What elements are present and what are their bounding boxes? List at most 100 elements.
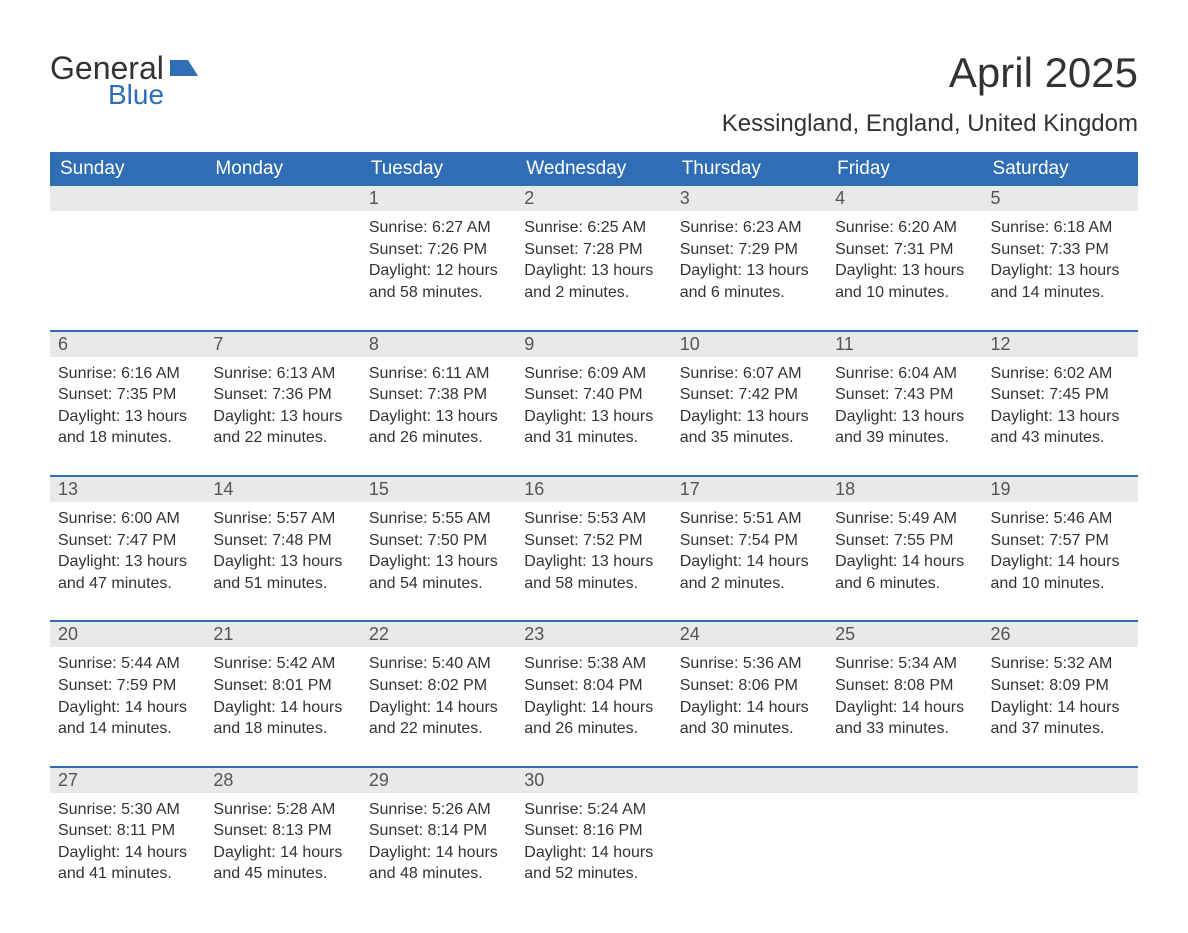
sunset-line: Sunset: 7:29 PM: [680, 239, 819, 261]
sunset-line: Sunset: 7:35 PM: [58, 384, 197, 406]
sunrise-line: Sunrise: 5:30 AM: [58, 799, 197, 821]
month-title: April 2025: [722, 50, 1138, 96]
day-number: 23: [516, 622, 671, 647]
calendar-day: 8Sunrise: 6:11 AMSunset: 7:38 PMDaylight…: [361, 332, 516, 457]
sunset-line: Sunset: 8:13 PM: [213, 820, 352, 842]
day-number: 18: [827, 477, 982, 502]
day-number: 24: [672, 622, 827, 647]
day-number: 16: [516, 477, 671, 502]
calendar-day: [672, 768, 827, 893]
calendar-day: 9Sunrise: 6:09 AMSunset: 7:40 PMDaylight…: [516, 332, 671, 457]
weekday-header: Friday: [827, 152, 982, 186]
sunrise-line: Sunrise: 5:53 AM: [524, 508, 663, 530]
sunrise-line: Sunrise: 5:32 AM: [991, 653, 1130, 675]
day-number: [205, 186, 360, 211]
weekday-header: Sunday: [50, 152, 205, 186]
sunrise-line: Sunrise: 5:34 AM: [835, 653, 974, 675]
day-details: Sunrise: 5:49 AMSunset: 7:55 PMDaylight:…: [827, 502, 982, 602]
day-details: Sunrise: 6:20 AMSunset: 7:31 PMDaylight:…: [827, 211, 982, 311]
calendar-day: 28Sunrise: 5:28 AMSunset: 8:13 PMDayligh…: [205, 768, 360, 893]
day-details: Sunrise: 5:53 AMSunset: 7:52 PMDaylight:…: [516, 502, 671, 602]
weekday-header: Wednesday: [516, 152, 671, 186]
day-number: [50, 186, 205, 211]
calendar-day: 19Sunrise: 5:46 AMSunset: 7:57 PMDayligh…: [983, 477, 1138, 602]
calendar-day: 27Sunrise: 5:30 AMSunset: 8:11 PMDayligh…: [50, 768, 205, 893]
sunset-line: Sunset: 7:54 PM: [680, 530, 819, 552]
daylight-line: Daylight: 13 hours and 2 minutes.: [524, 260, 663, 303]
sunset-line: Sunset: 7:48 PM: [213, 530, 352, 552]
day-number: 17: [672, 477, 827, 502]
day-details: Sunrise: 6:09 AMSunset: 7:40 PMDaylight:…: [516, 357, 671, 457]
sunset-line: Sunset: 7:47 PM: [58, 530, 197, 552]
daylight-line: Daylight: 14 hours and 14 minutes.: [58, 697, 197, 740]
day-details: Sunrise: 6:00 AMSunset: 7:47 PMDaylight:…: [50, 502, 205, 602]
daylight-line: Daylight: 14 hours and 22 minutes.: [369, 697, 508, 740]
calendar-day: 2 Sunrise: 6:25 AMSunset: 7:28 PMDaylight…: [516, 186, 671, 311]
location-subtitle: Kessingland, England, United Kingdom: [722, 110, 1138, 138]
calendar-day: 16Sunrise: 5:53 AMSunset: 7:52 PMDayligh…: [516, 477, 671, 602]
sunrise-line: Sunrise: 6:11 AM: [369, 363, 508, 385]
daylight-line: Daylight: 13 hours and 35 minutes.: [680, 406, 819, 449]
sunset-line: Sunset: 8:16 PM: [524, 820, 663, 842]
sunset-line: Sunset: 7:55 PM: [835, 530, 974, 552]
sunset-line: Sunset: 8:09 PM: [991, 675, 1130, 697]
day-number: 2: [516, 186, 671, 211]
title-block: April 2025 Kessingland, England, United …: [722, 50, 1138, 138]
day-number: 21: [205, 622, 360, 647]
calendar-day: 25Sunrise: 5:34 AMSunset: 8:08 PMDayligh…: [827, 622, 982, 747]
sunrise-line: Sunrise: 5:38 AM: [524, 653, 663, 675]
day-number: 30: [516, 768, 671, 793]
sunrise-line: Sunrise: 6:27 AM: [369, 217, 508, 239]
sunset-line: Sunset: 7:33 PM: [991, 239, 1130, 261]
sunrise-line: Sunrise: 5:46 AM: [991, 508, 1130, 530]
daylight-line: Daylight: 13 hours and 54 minutes.: [369, 551, 508, 594]
sunset-line: Sunset: 7:36 PM: [213, 384, 352, 406]
calendar-week: 13Sunrise: 6:00 AMSunset: 7:47 PMDayligh…: [50, 475, 1138, 602]
calendar-day: 29Sunrise: 5:26 AMSunset: 8:14 PMDayligh…: [361, 768, 516, 893]
calendar-day: 30 Sunrise: 5:24 AMSunset: 8:16 PMDayligh…: [516, 768, 671, 893]
day-details: Sunrise: 5:40 AMSunset: 8:02 PMDaylight:…: [361, 647, 516, 747]
day-number: 20: [50, 622, 205, 647]
sunrise-line: Sunrise: 5:26 AM: [369, 799, 508, 821]
day-number: 19: [983, 477, 1138, 502]
calendar-day: 10Sunrise: 6:07 AMSunset: 7:42 PMDayligh…: [672, 332, 827, 457]
sunset-line: Sunset: 7:45 PM: [991, 384, 1130, 406]
sunset-line: Sunset: 7:40 PM: [524, 384, 663, 406]
daylight-line: Daylight: 13 hours and 58 minutes.: [524, 551, 663, 594]
sunrise-line: Sunrise: 5:24 AM: [524, 799, 663, 821]
calendar-day: 21Sunrise: 5:42 AMSunset: 8:01 PMDayligh…: [205, 622, 360, 747]
day-number: 14: [205, 477, 360, 502]
day-details: Sunrise: 5:51 AMSunset: 7:54 PMDaylight:…: [672, 502, 827, 602]
sunrise-line: Sunrise: 5:49 AM: [835, 508, 974, 530]
day-number: [672, 768, 827, 793]
sunset-line: Sunset: 8:08 PM: [835, 675, 974, 697]
daylight-line: Daylight: 14 hours and 6 minutes.: [835, 551, 974, 594]
sunset-line: Sunset: 7:59 PM: [58, 675, 197, 697]
sunrise-line: Sunrise: 6:25 AM: [524, 217, 663, 239]
sunset-line: Sunset: 8:11 PM: [58, 820, 197, 842]
sunrise-line: Sunrise: 6:00 AM: [58, 508, 197, 530]
day-details: Sunrise: 6:02 AMSunset: 7:45 PMDaylight:…: [983, 357, 1138, 457]
calendar-day: 11Sunrise: 6:04 AMSunset: 7:43 PMDayligh…: [827, 332, 982, 457]
day-number: 22: [361, 622, 516, 647]
daylight-line: Daylight: 13 hours and 6 minutes.: [680, 260, 819, 303]
daylight-line: Daylight: 13 hours and 39 minutes.: [835, 406, 974, 449]
sunrise-line: Sunrise: 5:36 AM: [680, 653, 819, 675]
day-details: Sunrise: 5:42 AMSunset: 8:01 PMDaylight:…: [205, 647, 360, 747]
calendar-day: 20Sunrise: 5:44 AMSunset: 7:59 PMDayligh…: [50, 622, 205, 747]
day-details: Sunrise: 6:04 AMSunset: 7:43 PMDaylight:…: [827, 357, 982, 457]
weekday-header: Tuesday: [361, 152, 516, 186]
daylight-line: Daylight: 13 hours and 10 minutes.: [835, 260, 974, 303]
day-number: [983, 768, 1138, 793]
calendar-week: 27 Sunrise: 5:30 AMSunset: 8:11 PM Dayligh…: [50, 766, 1138, 893]
sunset-line: Sunset: 7:43 PM: [835, 384, 974, 406]
daylight-line: Daylight: 14 hours and 52 minutes.: [524, 842, 663, 885]
daylight-line: Daylight: 14 hours and 30 minutes.: [680, 697, 819, 740]
day-details: Sunrise: 5:57 AMSunset: 7:48 PMDaylight:…: [205, 502, 360, 602]
sunset-line: Sunset: 7:28 PM: [524, 239, 663, 261]
day-details: Sunrise: 6:13 AMSunset: 7:36 PMDaylight:…: [205, 357, 360, 457]
sunset-line: Sunset: 8:02 PM: [369, 675, 508, 697]
day-number: 29: [361, 768, 516, 793]
sunset-line: Sunset: 8:04 PM: [524, 675, 663, 697]
day-number: 27: [50, 768, 205, 793]
